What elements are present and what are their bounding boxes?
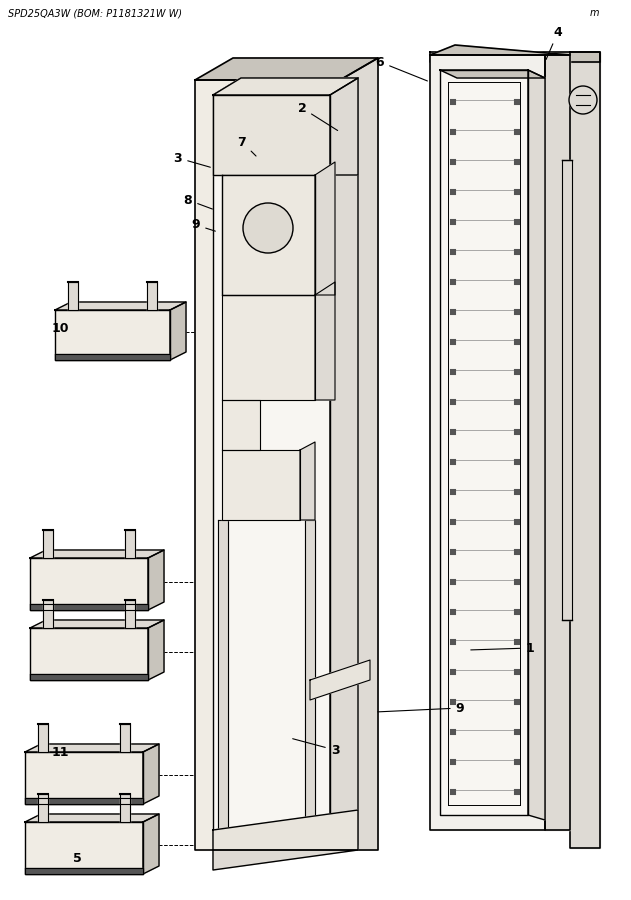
Polygon shape	[545, 55, 570, 830]
Text: 6: 6	[375, 56, 427, 81]
Text: 11: 11	[52, 745, 69, 759]
Polygon shape	[125, 600, 135, 628]
Text: 4: 4	[546, 25, 562, 59]
Polygon shape	[195, 58, 378, 80]
Polygon shape	[222, 175, 315, 295]
Polygon shape	[430, 55, 545, 830]
Polygon shape	[38, 724, 48, 752]
Polygon shape	[213, 810, 358, 850]
Polygon shape	[147, 282, 157, 310]
Polygon shape	[55, 302, 186, 310]
Text: 7: 7	[238, 136, 256, 156]
Polygon shape	[25, 752, 143, 804]
Text: 9: 9	[378, 701, 464, 715]
Polygon shape	[213, 95, 330, 175]
Polygon shape	[310, 660, 370, 700]
Polygon shape	[120, 794, 130, 822]
Polygon shape	[120, 724, 130, 752]
Polygon shape	[25, 822, 143, 874]
Polygon shape	[300, 442, 315, 520]
Circle shape	[243, 203, 293, 253]
Polygon shape	[213, 95, 330, 845]
Polygon shape	[305, 520, 315, 840]
Polygon shape	[562, 160, 572, 620]
Polygon shape	[30, 558, 148, 610]
Polygon shape	[222, 400, 260, 450]
Text: 1: 1	[471, 642, 534, 654]
Polygon shape	[25, 868, 143, 874]
Polygon shape	[430, 52, 600, 62]
Polygon shape	[30, 620, 164, 628]
Polygon shape	[30, 604, 148, 610]
Polygon shape	[330, 78, 358, 175]
Polygon shape	[55, 310, 170, 360]
Polygon shape	[222, 450, 300, 520]
Polygon shape	[143, 744, 159, 804]
Circle shape	[569, 86, 597, 114]
Polygon shape	[25, 744, 159, 752]
Polygon shape	[528, 70, 545, 820]
Polygon shape	[43, 600, 53, 628]
Text: SPD25QA3W (BOM: P1181321W W): SPD25QA3W (BOM: P1181321W W)	[8, 8, 182, 18]
Text: 3: 3	[293, 739, 339, 757]
Polygon shape	[148, 550, 164, 610]
Polygon shape	[143, 814, 159, 874]
Polygon shape	[30, 674, 148, 680]
Polygon shape	[25, 798, 143, 804]
Text: 3: 3	[174, 151, 210, 167]
Polygon shape	[218, 520, 228, 840]
Polygon shape	[30, 628, 148, 680]
Polygon shape	[55, 354, 170, 360]
Polygon shape	[68, 282, 78, 310]
Polygon shape	[148, 620, 164, 680]
Text: 10: 10	[52, 321, 69, 335]
Polygon shape	[195, 80, 340, 850]
Polygon shape	[315, 162, 335, 295]
Polygon shape	[30, 550, 164, 558]
Polygon shape	[222, 295, 315, 400]
Polygon shape	[25, 814, 159, 822]
Text: 8: 8	[184, 194, 213, 209]
Polygon shape	[570, 52, 600, 848]
Polygon shape	[213, 78, 358, 95]
Polygon shape	[170, 302, 186, 360]
Polygon shape	[440, 70, 528, 815]
Text: m: m	[590, 8, 599, 18]
Text: 9: 9	[192, 219, 215, 231]
Polygon shape	[213, 78, 358, 95]
Polygon shape	[38, 794, 48, 822]
Text: 5: 5	[73, 851, 81, 865]
Polygon shape	[330, 78, 358, 845]
Polygon shape	[125, 530, 135, 558]
Text: 2: 2	[298, 102, 338, 130]
Polygon shape	[43, 530, 53, 558]
Polygon shape	[340, 58, 378, 850]
Polygon shape	[213, 850, 358, 870]
Polygon shape	[430, 45, 570, 55]
Polygon shape	[440, 70, 545, 78]
Polygon shape	[315, 282, 335, 400]
